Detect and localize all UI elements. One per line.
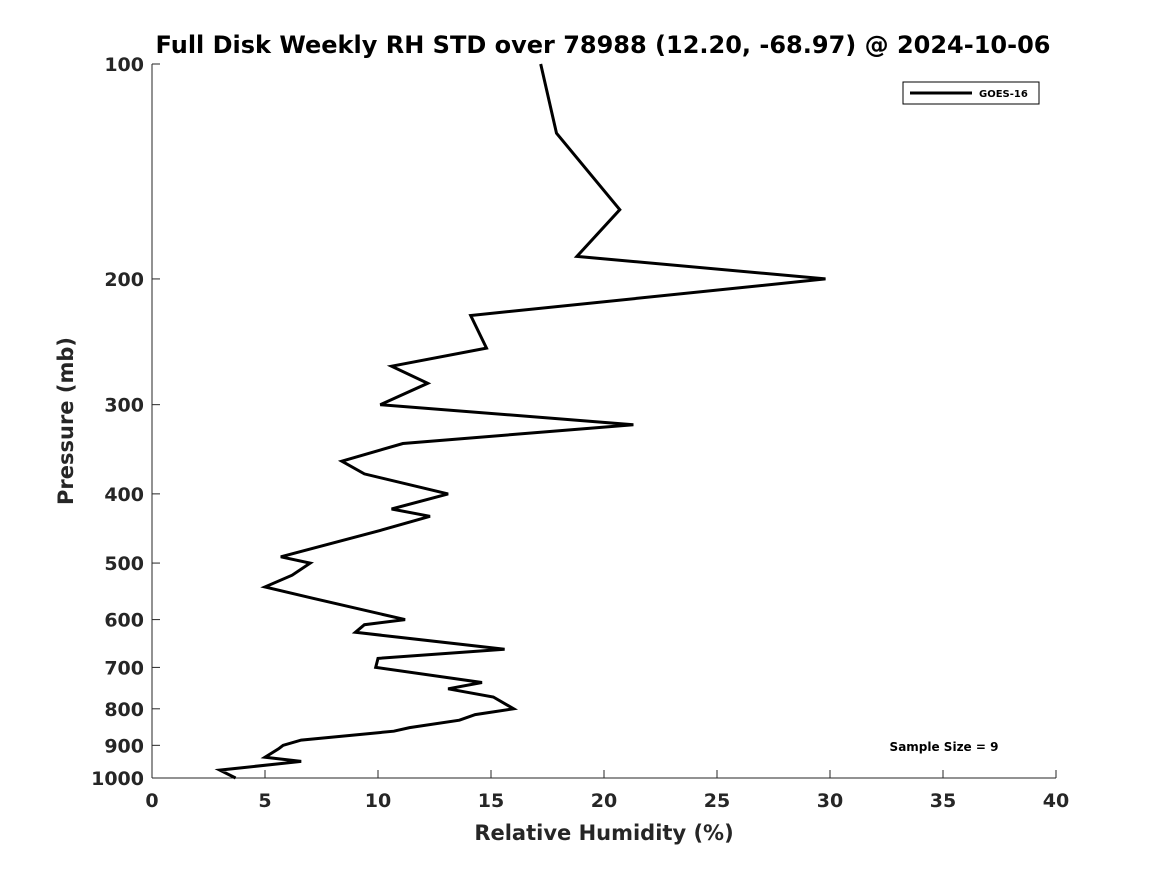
sample-size-annotation: Sample Size = 9: [890, 740, 999, 754]
plot-area: 0 5 10 15 20 25 30 35 40 100 200 300 400 500 600 700 800…: [91, 54, 1069, 812]
x-tick-label: 0: [145, 790, 158, 812]
legend-label-goes-16: GOES-16: [979, 89, 1028, 100]
y-axis-label: Pressure (mb): [54, 337, 78, 505]
y-tick-label: 300: [104, 395, 144, 417]
y-tick-label: 400: [104, 484, 144, 506]
y-tick-label: 700: [104, 657, 144, 679]
x-tick-label: 15: [478, 790, 504, 812]
x-tick-label: 25: [704, 790, 730, 812]
x-axis-label: Relative Humidity (%): [474, 821, 733, 845]
x-tick-label: 5: [258, 790, 271, 812]
x-tick-label: 35: [930, 790, 956, 812]
x-tick-label: 20: [591, 790, 617, 812]
y-tick-label: 500: [104, 553, 144, 575]
x-tick-label: 40: [1043, 790, 1069, 812]
x-tick-label: 10: [365, 790, 391, 812]
legend: GOES-16: [902, 81, 1040, 105]
y-tick-label: 200: [104, 269, 144, 291]
x-tick-label: 30: [817, 790, 843, 812]
series-line-goes-16: [214, 63, 826, 780]
y-tick-label: 1000: [91, 768, 144, 790]
y-tick-label: 800: [104, 699, 144, 721]
chart-title: Full Disk Weekly RH STD over 78988 (12.2…: [156, 31, 1051, 59]
y-tick-label: 900: [104, 735, 144, 757]
y-tick-label: 100: [104, 54, 144, 76]
y-tick-label: 600: [104, 610, 144, 632]
